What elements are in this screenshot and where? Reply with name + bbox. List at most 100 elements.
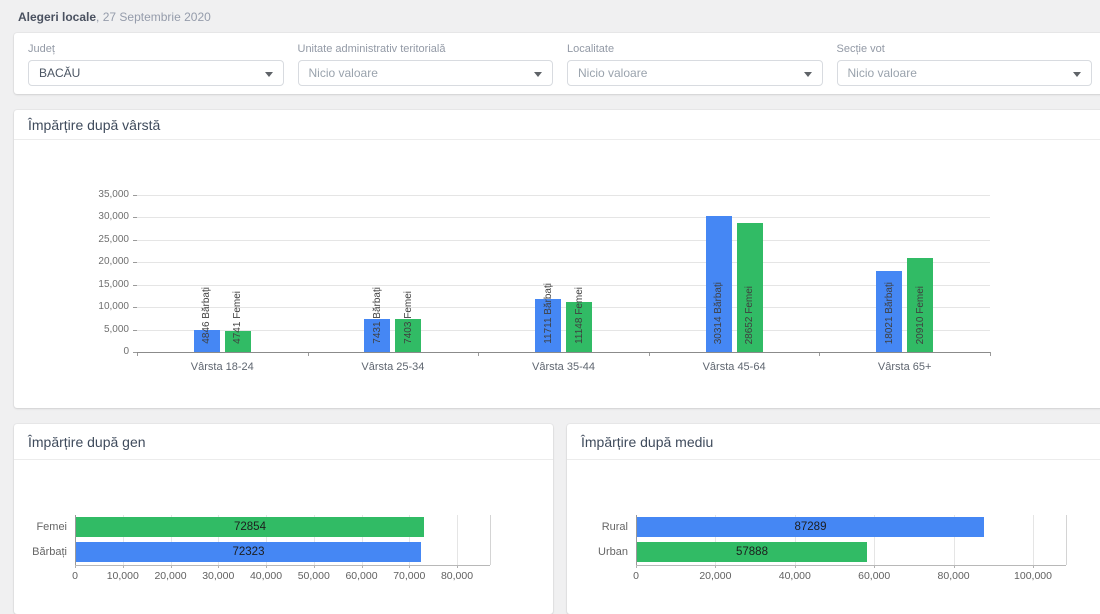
x-tick-label: 60,000 — [345, 570, 378, 582]
bar-rural[interactable] — [637, 517, 984, 537]
category-label: Vârsta 35-44 — [531, 361, 595, 373]
y-axis-tick — [133, 284, 137, 286]
x-axis-tick — [266, 565, 267, 568]
x-axis-tick — [715, 565, 717, 568]
x-axis-tick — [137, 352, 138, 356]
x-tick-label: 70,000 — [393, 570, 426, 582]
bar-bărbați-1[interactable] — [193, 330, 220, 352]
category-label: Femei — [36, 521, 67, 533]
x-axis-line — [636, 565, 1066, 566]
x-axis-tick — [313, 565, 315, 568]
environment-chart: 0 20,000 40,000 60,000 80,000 100,000 87289 Rur… — [567, 460, 1100, 612]
x-tick-label: 10,000 — [106, 570, 139, 582]
grid-line — [953, 515, 955, 565]
y-axis-tick — [133, 352, 137, 353]
localitate-select[interactable]: Nicio valoare — [567, 60, 823, 86]
bar-femei-4[interactable] — [736, 223, 763, 352]
localitate-select-value: Nicio valoare — [578, 66, 648, 80]
filter-judet-label: Județ — [28, 43, 55, 55]
bar-femei-5[interactable] — [907, 258, 934, 352]
grid-line — [715, 515, 717, 565]
grid-line — [137, 329, 990, 331]
y-axis-label: 10,000 — [98, 301, 129, 313]
filter-judet: Județ BACĂU — [28, 43, 284, 86]
y-axis-tick — [133, 217, 137, 219]
y-axis-label: 35,000 — [98, 189, 129, 200]
bar-urban[interactable] — [637, 542, 867, 562]
x-tick-label: 30,000 — [202, 570, 235, 582]
grid-line — [409, 515, 411, 565]
grid-line — [137, 239, 990, 241]
plot-edge-line — [1066, 515, 1067, 565]
bar-bărbați-3[interactable] — [535, 299, 561, 352]
bar-bărbați-2[interactable] — [364, 319, 391, 352]
uat-select[interactable]: Nicio valoare — [297, 60, 553, 86]
category-label: Bărbați — [32, 546, 67, 558]
x-tick-label: 0 — [633, 570, 639, 582]
y-axis-label: 20,000 — [98, 256, 129, 268]
grid-line — [794, 515, 796, 565]
bar-value-label: 72323 — [232, 546, 265, 558]
grid-line — [137, 195, 990, 196]
election-title: Alegeri locale — [18, 10, 97, 24]
bar-label: 11711 Bărbați — [543, 283, 554, 344]
x-tick-label: 0 — [72, 570, 78, 582]
x-tick-label: 40,000 — [778, 570, 811, 582]
bar-bărbați[interactable] — [76, 542, 421, 562]
bottom-row: Împărțire după gen 0 10,000 20,000 30,000 40… — [14, 424, 1100, 614]
bar-bărbați-5[interactable] — [876, 271, 903, 352]
category-label: Vârsta 25-34 — [361, 361, 425, 373]
bar-femei-3[interactable] — [566, 302, 592, 352]
x-axis-tick — [122, 565, 124, 568]
x-tick-label: 20,000 — [699, 570, 732, 582]
bar-femei-2[interactable] — [395, 319, 422, 352]
plot-edge-line — [490, 515, 491, 565]
x-tick-label: 40,000 — [249, 570, 283, 582]
bar-femei-1[interactable] — [224, 331, 251, 352]
bar-bărbați-4[interactable] — [705, 216, 732, 352]
x-tick-label: 100,000 — [1014, 570, 1052, 582]
x-axis-tick — [75, 565, 76, 568]
y-axis-tick — [133, 239, 137, 241]
bar-label: 30314 Bărbați — [713, 281, 724, 344]
election-date: , 27 Septembrie 2020 — [96, 10, 211, 24]
grid-line — [313, 515, 315, 565]
x-axis-tick — [874, 565, 876, 568]
y-axis-label: 0 — [123, 346, 129, 357]
x-axis-tick — [170, 565, 172, 568]
bar-femei[interactable] — [76, 517, 424, 537]
grid-line — [137, 284, 990, 286]
sectie-select-value: Nicio valoare — [847, 66, 917, 80]
x-axis-tick — [218, 565, 220, 568]
category-label: Rural — [601, 521, 628, 533]
grid-line — [137, 262, 990, 264]
gender-chart-card: Împărțire după gen 0 10,000 20,000 30,000 40… — [14, 424, 553, 614]
uat-select-value: Nicio valoare — [308, 66, 378, 80]
bar-label: 7403 Femei — [403, 291, 414, 344]
filter-localitate-label: Localitate — [567, 43, 615, 55]
bar-label: 7431 Bărbați — [372, 287, 383, 344]
x-axis-line — [137, 352, 990, 353]
sectie-select[interactable]: Nicio valoare — [836, 60, 1092, 86]
page-header: Alegeri locale, 27 Septembrie 2020 — [0, 0, 1100, 33]
judet-select[interactable]: BACĂU — [28, 60, 284, 86]
bar-label: 20910 Femei — [915, 285, 926, 344]
y-axis-tick — [133, 262, 137, 264]
grid-line — [874, 515, 876, 565]
filter-uat: Unitate administrativ teritorială Nicio … — [297, 43, 553, 86]
category-label: Vârsta 45-64 — [702, 361, 766, 373]
y-axis-label: 25,000 — [98, 233, 129, 245]
grid-line — [1033, 515, 1034, 565]
grid-line — [137, 307, 990, 309]
grid-line — [122, 515, 124, 565]
grid-line — [137, 217, 990, 219]
environment-chart-title: Împărțire după mediu — [567, 424, 1100, 460]
grid-line — [636, 515, 637, 565]
age-chart-card: Împărțire după vârstă 0 5,000 10,000 15,000… — [14, 110, 1100, 408]
age-chart: 0 5,000 10,000 15,000 20,000 25,000 30,000 35,0… — [14, 140, 1100, 407]
chevron-down-icon — [534, 72, 542, 77]
environment-chart-card: Împărțire după mediu 0 20,000 40,000 60,000… — [567, 424, 1100, 614]
category-label: Urban — [598, 546, 628, 558]
x-tick-label: 20,000 — [154, 570, 187, 582]
